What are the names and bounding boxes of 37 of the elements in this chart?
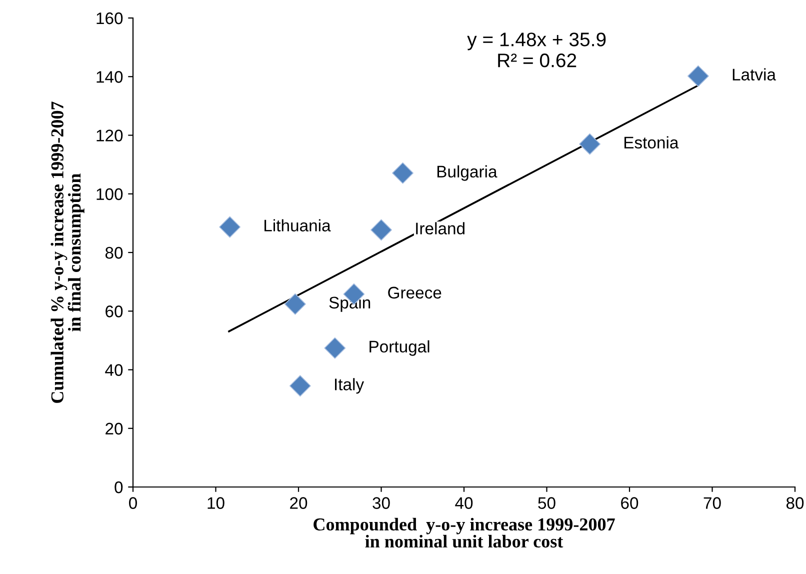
y-tick-label: 40: [105, 364, 123, 376]
annotation: Latvia: [732, 68, 776, 81]
y-tick-label: 120: [96, 130, 123, 142]
x-tick-label: 70: [704, 497, 721, 509]
annotation: Portugal: [370, 340, 430, 356]
point: [579, 133, 600, 155]
y-axis-title: Cumulated % y-o-y increase 1999-2007 in final consumption: [50, 102, 84, 403]
point: [284, 293, 306, 315]
y-tick-label: 60: [106, 306, 123, 318]
y-tick-label: 160: [96, 12, 123, 24]
x-tick-label: 50: [538, 497, 556, 509]
y-tick-label: 100: [96, 188, 123, 200]
annotation: Bulgaria: [437, 165, 498, 181]
x-tick-label: 60: [621, 497, 638, 509]
point: [289, 375, 311, 397]
annotation: Ireland: [416, 222, 464, 234]
y-tick-label: 80: [105, 246, 123, 259]
x-axis-title: Compounded y-o-y increase 1999-2007 in nominal unit labor cost: [314, 518, 615, 548]
annotation: Greece: [388, 286, 442, 299]
x-tick-label: 0: [129, 497, 137, 509]
y-tick-label: 0: [114, 481, 123, 494]
x-tick-label: 20: [290, 497, 308, 509]
y-tick-label: 140: [96, 71, 123, 83]
point: [324, 337, 346, 359]
x-tick-label: 10: [208, 497, 224, 509]
x-tick-label: 40: [455, 497, 473, 509]
point: [370, 219, 392, 241]
x-tick-label: 30: [372, 497, 390, 509]
x-tick-label: 80: [786, 497, 804, 509]
annotation: Italy: [335, 378, 364, 394]
point: [687, 65, 709, 87]
point: [219, 216, 241, 238]
annotation: Lithuania: [264, 219, 331, 232]
point: [392, 162, 414, 184]
annotation: Estonia: [624, 136, 679, 149]
y-tick-label: 20: [106, 422, 123, 435]
annotation: y = 1.48x + 35.9 R² = 0.62: [467, 32, 606, 68]
